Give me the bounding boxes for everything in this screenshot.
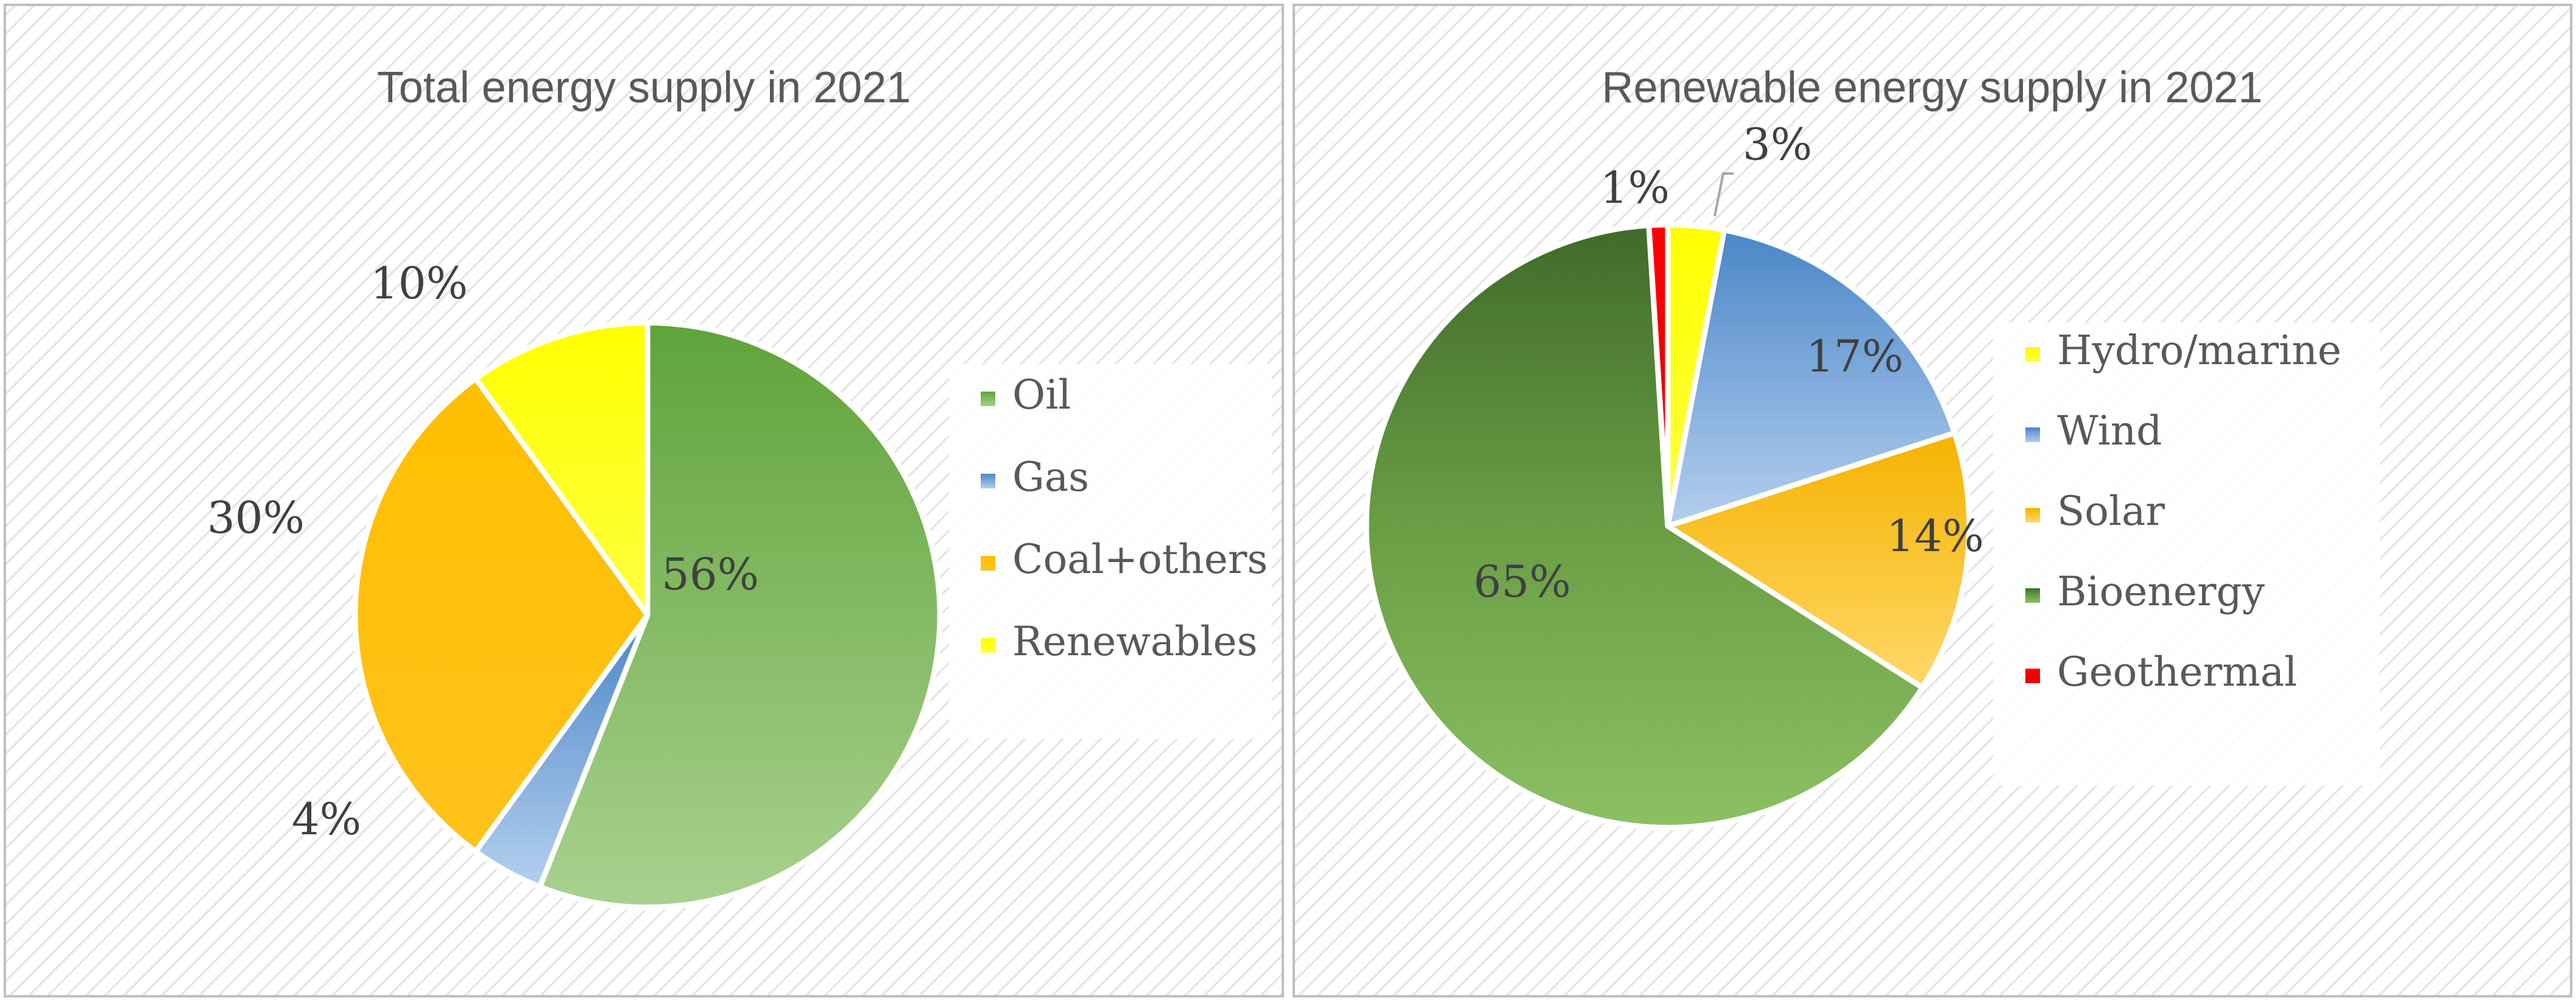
legend-swatch-coal-others: [981, 556, 995, 571]
chart-title: Renewable energy supply in 2021: [1602, 63, 2263, 112]
legend: Oil Gas Coal+others Renewables: [949, 364, 1272, 739]
legend-label-geothermal: Geothermal: [2057, 649, 2297, 695]
legend-swatch-hydro-marine: [2025, 347, 2040, 362]
legend-label-renewables: Renewables: [1012, 618, 1257, 665]
pie: 3% 17% 14% 65% 1%: [1363, 119, 1984, 831]
data-label-wind: 17%: [1806, 331, 1904, 382]
legend-swatch-bioenergy: [2025, 588, 2040, 603]
legend-swatch-wind: [2025, 427, 2040, 442]
legend-label-solar: Solar: [2057, 488, 2165, 535]
legend-swatch-geothermal: [2025, 669, 2040, 683]
pie-slice-renewables: [473, 320, 651, 618]
legend-label-bioenergy: Bioenergy: [2057, 568, 2265, 615]
pie: 56% 4% 30% 10%: [207, 258, 943, 910]
data-label-renewables: 10%: [370, 258, 468, 309]
legend-label-wind: Wind: [2057, 407, 2162, 454]
legend-background: [1993, 323, 2380, 786]
legend-swatch-solar: [2025, 508, 2040, 522]
chart-title: Total energy supply in 2021: [377, 63, 911, 112]
legend-swatch-renewables: [981, 638, 995, 653]
data-label-geothermal: 1%: [1600, 162, 1670, 213]
data-label-gas: 4%: [292, 793, 361, 845]
legend-label-coal-others: Coal+others: [1012, 536, 1268, 583]
legend-label-oil: Oil: [1012, 371, 1071, 418]
pie-slice-oil: [537, 320, 943, 910]
renewable-energy-panel: Renewable energy supply in 2021 3% 17% 14%…: [1293, 4, 2572, 997]
pie-slice-bioenergy: [1363, 222, 1925, 831]
legend-background: [949, 364, 1272, 739]
total-energy-panel: Total energy supply in 2021 56%4%30%10% …: [4, 4, 1284, 997]
leader-line: [1713, 172, 1734, 217]
pie-slice-geothermal: [1646, 222, 1671, 529]
legend-swatch-gas: [981, 474, 995, 488]
data-label-oil: 56%: [662, 549, 759, 600]
pie-slice-wind: [1665, 227, 1958, 529]
legend-swatch-oil: [981, 392, 995, 406]
legend-label-hydro-marine: Hydro/marine: [2057, 327, 2341, 374]
data-label-hydro-marine: 3%: [1743, 119, 1812, 170]
data-label-coal-others: 30%: [207, 492, 305, 543]
data-label-solar: 14%: [1886, 510, 1984, 561]
legend-label-gas: Gas: [1012, 454, 1089, 501]
pie-slice-coal-others: [352, 376, 651, 854]
legend: Hydro/marine Wind Solar Bioenergy Geothermal: [1993, 323, 2380, 786]
data-label-bioenergy: 65%: [1473, 556, 1571, 607]
pie-slice-solar: [1665, 430, 1972, 691]
